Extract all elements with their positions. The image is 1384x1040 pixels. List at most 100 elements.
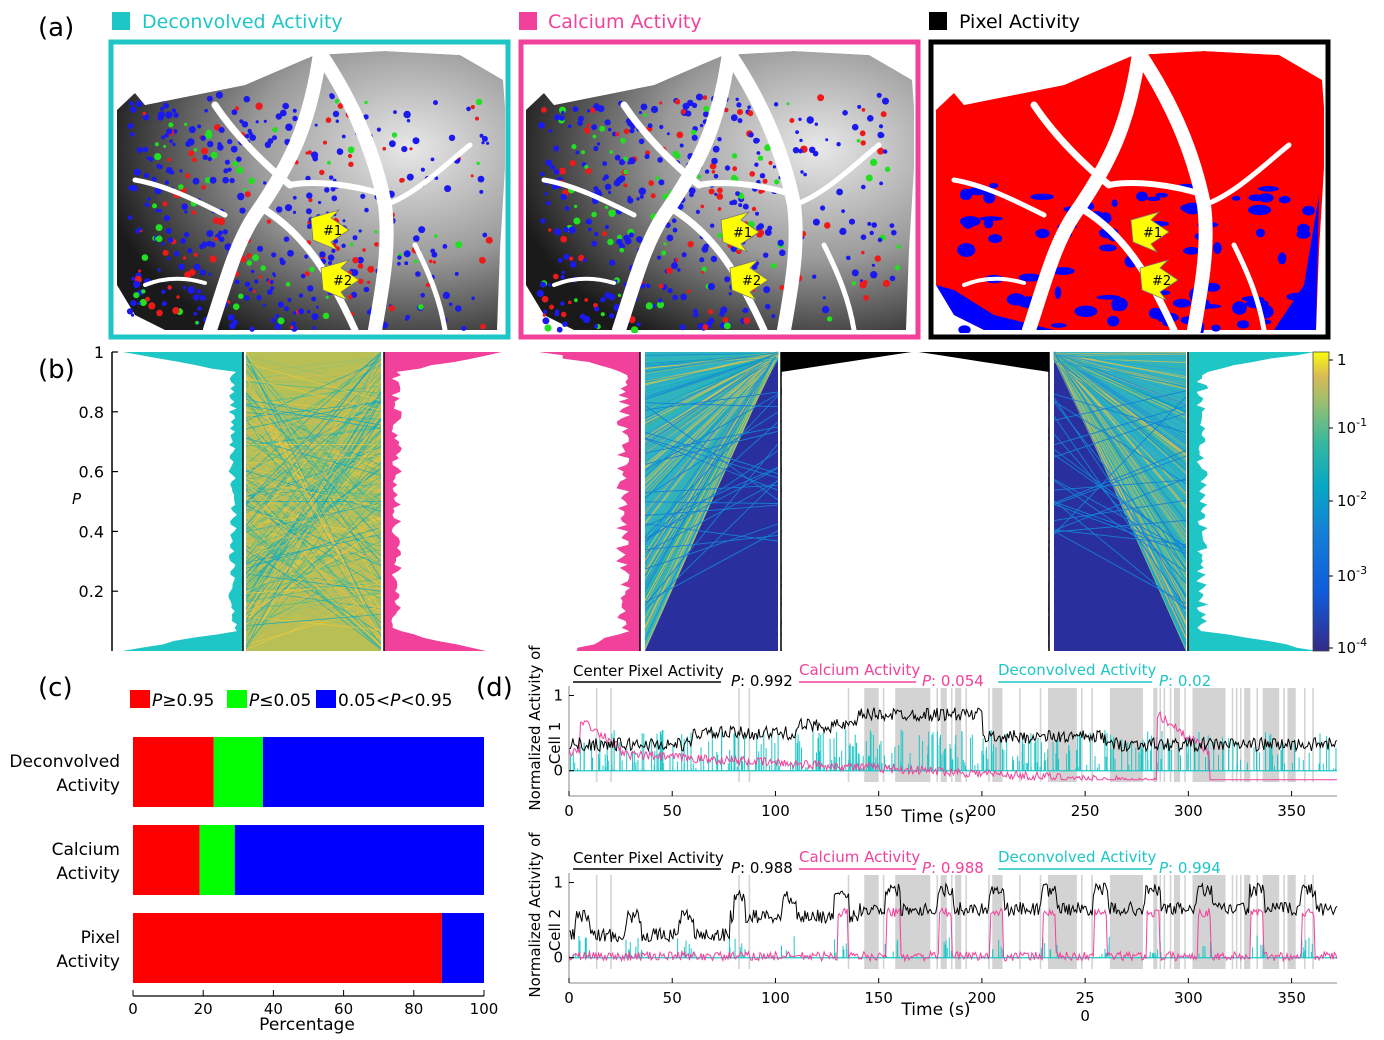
- cell-roi: [661, 251, 666, 256]
- cell-roi: [852, 269, 859, 276]
- cell-roi: [717, 233, 722, 238]
- inactive-pixel-patch: [958, 325, 970, 334]
- cell-roi: [187, 248, 192, 253]
- d-x-label: Time (s): [900, 807, 970, 827]
- legend-swatch-deconvolved: [112, 12, 130, 30]
- cell-roi: [692, 135, 698, 141]
- cell-roi: [651, 193, 656, 198]
- cell-roi: [602, 161, 607, 166]
- cell-roi: [362, 248, 366, 252]
- inactive-pixel-patch: [1211, 325, 1220, 332]
- cell-roi: [145, 202, 150, 207]
- cell-roi: [200, 269, 206, 275]
- cell-roi: [614, 180, 621, 187]
- cell-roi: [272, 272, 275, 275]
- cell-roi: [278, 302, 284, 308]
- cell-roi: [299, 293, 303, 297]
- cell-roi: [577, 120, 583, 126]
- bar-category-label: Calcium: [52, 840, 120, 860]
- cell-roi: [787, 102, 790, 105]
- cell-roi: [285, 204, 292, 211]
- cell-roi: [763, 179, 768, 184]
- cell-roi: [735, 191, 740, 196]
- cell-roi: [193, 178, 200, 185]
- d-y-tick-label: 1: [553, 874, 563, 892]
- cell-roi: [608, 210, 615, 217]
- cell-roi: [571, 144, 576, 149]
- cell-roi: [656, 176, 660, 180]
- cell-roi: [891, 230, 897, 236]
- cell-roi: [723, 317, 729, 323]
- cell-roi: [162, 301, 167, 306]
- cell-roi: [554, 169, 560, 175]
- cell-roi: [239, 119, 243, 123]
- cell-roi: [200, 295, 206, 301]
- cell-roi: [479, 257, 486, 264]
- cell-roi: [569, 227, 576, 234]
- cell-roi: [560, 301, 564, 305]
- cell-roi: [798, 118, 801, 121]
- cell-roi: [542, 317, 549, 324]
- cell-roi: [822, 306, 829, 313]
- cell-roi: [188, 150, 194, 156]
- cell-roi: [676, 132, 683, 139]
- d-x-tick-label: 200: [968, 989, 997, 1007]
- inactive-pixel-patch: [1213, 242, 1222, 254]
- cell-roi: [693, 309, 698, 314]
- cell-roi: [192, 157, 197, 162]
- cell-roi: [628, 196, 631, 199]
- cell-roi: [156, 310, 163, 317]
- cell-roi: [282, 103, 289, 110]
- cell-roi: [165, 111, 172, 118]
- cell-roi: [293, 311, 297, 315]
- cell-roi: [178, 184, 184, 190]
- cell-roi: [841, 209, 845, 213]
- cell-roi: [197, 124, 201, 128]
- cell-roi: [636, 236, 643, 243]
- cell-marker-label: #1: [733, 226, 752, 241]
- cell-roi: [152, 177, 157, 182]
- event-line: [1164, 875, 1166, 969]
- cell-roi: [217, 142, 221, 146]
- cell-roi: [197, 306, 202, 311]
- cell-roi: [553, 274, 559, 280]
- cell-roi: [245, 191, 251, 197]
- cell-roi: [890, 223, 895, 228]
- cell-roi: [158, 111, 165, 118]
- cell-roi: [623, 170, 628, 175]
- cell-roi: [636, 197, 639, 200]
- cell-roi: [800, 170, 803, 173]
- cell-roi: [842, 110, 848, 116]
- colorbar-ticks: 110-110-210-310-4: [1329, 351, 1367, 657]
- cell-roi: [331, 195, 337, 201]
- cell-roi: [549, 305, 554, 310]
- cell-roi: [270, 280, 274, 284]
- hist-deconvolved-left: [123, 352, 243, 651]
- cell-roi: [836, 142, 840, 146]
- inactive-pixel-patch: [1051, 323, 1067, 328]
- cell-roi: [812, 275, 816, 279]
- cell-roi: [667, 132, 670, 135]
- cell-roi: [260, 265, 266, 271]
- cell-roi: [312, 313, 319, 320]
- cell-roi: [201, 148, 208, 155]
- cell-roi: [562, 321, 568, 327]
- cell-roi: [389, 305, 395, 311]
- cell-roi: [604, 174, 609, 179]
- cell-roi: [184, 123, 187, 126]
- cell-roi: [666, 268, 672, 274]
- cell-roi: [815, 123, 818, 126]
- cell-roi: [668, 288, 673, 293]
- cell-roi: [593, 146, 598, 151]
- cell-roi: [631, 326, 638, 333]
- cell-roi: [558, 116, 562, 120]
- trace-p-value: P: 0.992: [731, 672, 793, 690]
- cell-roi: [628, 157, 635, 164]
- cell-roi: [167, 257, 171, 261]
- bar-segment: [263, 737, 484, 807]
- cell-roi: [330, 94, 335, 99]
- cell-roi: [591, 124, 597, 130]
- cell-roi: [585, 168, 591, 174]
